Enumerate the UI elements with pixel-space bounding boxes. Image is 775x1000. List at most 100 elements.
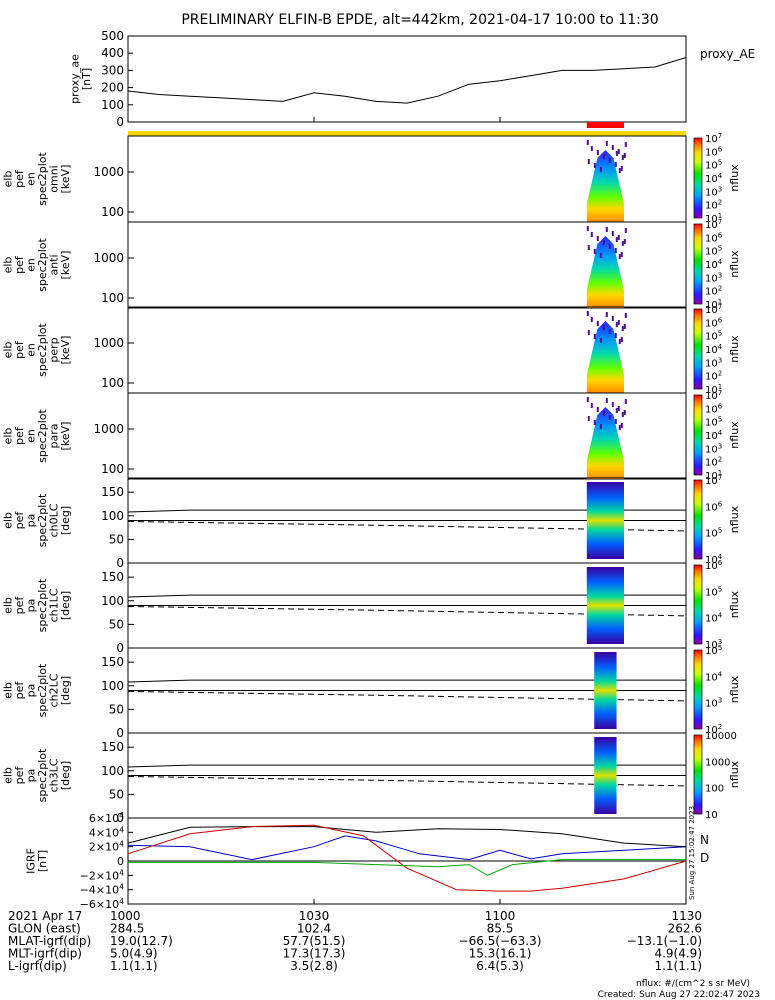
energy-speckle bbox=[620, 252, 623, 257]
energy-ytick-label: 100 bbox=[101, 205, 124, 219]
ae-series-line bbox=[127, 57, 687, 104]
energy-3-colorbar-label: 104 bbox=[705, 429, 723, 442]
energy-speckle bbox=[623, 153, 626, 158]
pa-1-colorbar-unit: nflux bbox=[728, 590, 741, 618]
energy-1-colorbar-label: 107 bbox=[705, 218, 722, 231]
igrf-series-2 bbox=[127, 824, 687, 892]
energy-speckle bbox=[611, 316, 614, 321]
energy-speckle bbox=[621, 412, 624, 417]
energy-panel-label-3: spec2plot bbox=[36, 409, 49, 463]
energy-speckle bbox=[602, 325, 605, 330]
energy-speckle bbox=[614, 333, 617, 338]
pa-losscone-lower bbox=[127, 690, 687, 702]
energy-panel-label-0: elb bbox=[1, 171, 14, 188]
energy-panel-label-0: elb bbox=[1, 428, 14, 445]
energy-ytick-label: 1000 bbox=[93, 251, 124, 265]
pa-1-colorbar-label: 105 bbox=[705, 585, 722, 598]
pa-panel-label-2: pa bbox=[24, 684, 37, 698]
energy-speckle bbox=[608, 329, 611, 334]
energy-speckle bbox=[590, 403, 593, 408]
pa-panel-label-3: spec2plot bbox=[36, 578, 49, 632]
pa-ytick-label: 50 bbox=[109, 702, 124, 716]
pa-panel-label-1: pef bbox=[13, 681, 26, 700]
igrf-series-3 bbox=[128, 859, 686, 876]
energy-speckle bbox=[618, 168, 621, 173]
energy-ytick-label: 1000 bbox=[93, 336, 124, 350]
pa-panel-label-3: spec2plot bbox=[36, 748, 49, 802]
energy-speckle bbox=[605, 312, 608, 317]
energy-speckle bbox=[605, 141, 608, 146]
energy-speckle bbox=[614, 162, 617, 167]
energy-speckle bbox=[617, 149, 620, 154]
energy-speckle bbox=[617, 235, 620, 240]
energy-panel-label-1: pef bbox=[13, 340, 26, 359]
ephem-value: 6.4(5.3) bbox=[476, 959, 524, 973]
energy-1-colorbar-label: 106 bbox=[705, 231, 723, 244]
energy-1-colorbar-label: 105 bbox=[705, 245, 722, 258]
igrf-ylabel-1: [nT] bbox=[36, 850, 49, 872]
pa-ytick-label: 150 bbox=[101, 570, 124, 584]
energy-0-colorbar-label: 104 bbox=[705, 172, 723, 185]
energy-speckle bbox=[596, 321, 599, 326]
energy-2-colorbar-unit: nflux bbox=[728, 335, 741, 363]
pa-ytick-label: 100 bbox=[101, 764, 124, 778]
pa-0-colorbar-label: 107 bbox=[705, 474, 722, 487]
pa-ytick-label: 50 bbox=[109, 787, 124, 801]
energy-3-colorbar-label: 107 bbox=[705, 389, 722, 402]
energy-panel-label-3: spec2plot bbox=[36, 152, 49, 206]
ephem-value: 17.3(17.3) bbox=[283, 947, 346, 961]
energy-1-colorbar bbox=[693, 223, 703, 305]
ephem-value: 284.5 bbox=[110, 922, 144, 936]
pa-0-colorbar-label: 105 bbox=[705, 527, 722, 540]
energy-panel-label-4: anti bbox=[47, 254, 60, 275]
coverage-bars bbox=[128, 122, 686, 136]
energy-speckle bbox=[602, 240, 605, 245]
energy-speckle bbox=[623, 324, 626, 329]
energy-0-colorbar bbox=[693, 137, 703, 219]
energy-2-colorbar-label: 103 bbox=[705, 356, 722, 369]
energy-speckle bbox=[618, 254, 621, 259]
pa-ytick-label: 0 bbox=[116, 556, 124, 570]
energy-speckle bbox=[624, 228, 627, 233]
pa-panel-label-4: ch2LC bbox=[47, 673, 60, 707]
energy-panel-label-2: en bbox=[24, 343, 37, 357]
pa-panel-label-4: ch0LC bbox=[47, 503, 60, 537]
energy-speckle bbox=[618, 339, 621, 344]
energy-ytick-label: 100 bbox=[101, 291, 124, 305]
ephem-row-label: 2021 Apr 17 bbox=[8, 909, 82, 923]
pa-losscone-upper bbox=[127, 679, 686, 683]
ephem-row-label: GLON (east) bbox=[8, 922, 81, 936]
chart-title: PRELIMINARY ELFIN-B EPDE, alt=442km, 202… bbox=[181, 12, 658, 28]
ae-tick-label: 300 bbox=[101, 63, 124, 77]
energy-panel-label-5: [keV] bbox=[59, 422, 72, 451]
pa-panel-label-0: elb bbox=[1, 767, 14, 784]
energy-panel-label-4: omni bbox=[47, 165, 60, 192]
pa-panel-label-3: spec2plot bbox=[36, 663, 49, 717]
ae-tick-label: 0 bbox=[116, 115, 124, 129]
energy-speckle bbox=[602, 411, 605, 416]
ae-tick-label: 200 bbox=[101, 81, 124, 95]
ae-tick-label: 500 bbox=[101, 29, 124, 43]
energy-speckle bbox=[617, 406, 620, 411]
energy-3-colorbar-label: 102 bbox=[705, 456, 722, 469]
pa-panel-label-4: ch3LC bbox=[47, 758, 60, 792]
energy-panel-label-1: pef bbox=[13, 255, 26, 274]
ephem-value: 1030 bbox=[299, 909, 330, 923]
energy-speckle bbox=[615, 151, 618, 156]
pa-3-colorbar bbox=[693, 734, 703, 815]
pa-3-colorbar-label: 10 bbox=[705, 810, 718, 821]
energy-speckle bbox=[621, 241, 624, 246]
pa-losscone-upper bbox=[127, 509, 686, 513]
pa-3-colorbar-label: 10000 bbox=[705, 731, 737, 742]
pa-panel-label-1: pef bbox=[13, 596, 26, 615]
energy-0-colorbar-label: 103 bbox=[705, 185, 722, 198]
pa-0-colorbar-label: 104 bbox=[705, 553, 723, 566]
pa-ytick-label: 0 bbox=[116, 726, 124, 740]
pa-1-colorbar-label: 103 bbox=[705, 638, 722, 651]
coverage-bar bbox=[128, 131, 686, 136]
ephem-value: 4.9(4.9) bbox=[654, 947, 702, 961]
energy-spectrogram-blob bbox=[586, 321, 624, 393]
